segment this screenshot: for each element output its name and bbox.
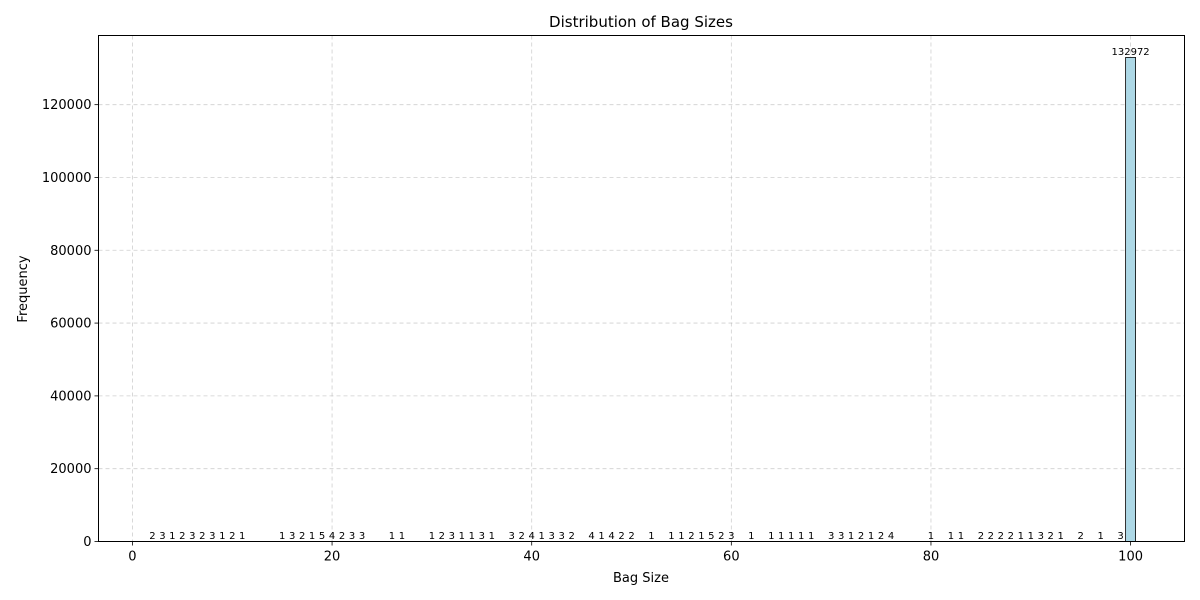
- bar-value-label: 1: [169, 531, 175, 542]
- bar-value-label: 3: [828, 531, 834, 542]
- bar-value-label: 3: [449, 531, 455, 542]
- bar-value-label: 1: [1097, 531, 1103, 542]
- bar-value-label: 1: [808, 531, 814, 542]
- bar-value-label: 1: [239, 531, 245, 542]
- bar-value-label: 1: [538, 531, 544, 542]
- bar-value-label: 3: [359, 531, 365, 542]
- bar-value-label: 2: [1048, 531, 1054, 542]
- bar-value-label: 4: [329, 531, 335, 542]
- bar-value-label: 2: [688, 531, 694, 542]
- bar-value-label: 3: [548, 531, 554, 542]
- bar-value-label: 132972: [1112, 47, 1150, 58]
- x-tick-label: 60: [723, 550, 740, 565]
- y-tick-label: 80000: [50, 244, 91, 259]
- bar-value-label: 1: [748, 531, 754, 542]
- bar-value-label: 1: [958, 531, 964, 542]
- y-tick-label: 60000: [50, 317, 91, 332]
- bar-value-label: 1: [698, 531, 704, 542]
- x-axis-label: Bag Size: [613, 571, 669, 586]
- bar-value-label: 2: [299, 531, 305, 542]
- bar-value-label: 1: [279, 531, 285, 542]
- bar-value-label: 2: [618, 531, 624, 542]
- y-tick-label: 120000: [42, 98, 92, 113]
- bar-value-label: 1: [389, 531, 395, 542]
- bar-value-label: 1: [1058, 531, 1064, 542]
- bar-value-label: 3: [159, 531, 165, 542]
- y-tick-label: 100000: [42, 171, 92, 186]
- bar-value-label: 1: [1028, 531, 1034, 542]
- bar-value-label: 3: [479, 531, 485, 542]
- bar-value-label: 2: [988, 531, 994, 542]
- bar-value-label: 4: [608, 531, 614, 542]
- bar-value-label: 1: [399, 531, 405, 542]
- bar-value-label: 1: [848, 531, 854, 542]
- bar-value-label: 3: [349, 531, 355, 542]
- bar-value-label: 3: [509, 531, 515, 542]
- bar-value-label: 1: [678, 531, 684, 542]
- grid: [98, 35, 1185, 542]
- y-axis-label: Frequency: [16, 255, 31, 322]
- y-tick-label: 20000: [50, 462, 91, 477]
- bar-value-label: 2: [439, 531, 445, 542]
- chart-title: Distribution of Bag Sizes: [549, 13, 733, 31]
- bar-value-label: 1: [648, 531, 654, 542]
- bar-value-label: 5: [319, 531, 325, 542]
- x-tick-label: 80: [923, 550, 940, 565]
- bar-value-label: 1: [768, 531, 774, 542]
- bar-value-label: 1: [309, 531, 315, 542]
- bar-value-label: 3: [1117, 531, 1123, 542]
- x-tick-label: 20: [324, 550, 341, 565]
- x-tick-label: 40: [523, 550, 540, 565]
- x-tick-label: 0: [128, 550, 136, 565]
- axis-ticks: 0 20 40 60 80 100 0 20000 40000 60000 80000 100000 1…: [42, 98, 1143, 564]
- bar-value-label: 3: [209, 531, 215, 542]
- bar-value-label: 2: [718, 531, 724, 542]
- bar: [1125, 57, 1136, 542]
- y-tick-label: 0: [83, 535, 91, 550]
- plot-area-frame: [98, 35, 1185, 542]
- x-tick-label: 100: [1118, 550, 1143, 565]
- bar-value-label: 2: [519, 531, 525, 542]
- bar-value-label: 2: [858, 531, 864, 542]
- bar-value-label: 3: [289, 531, 295, 542]
- bar-value-label: 1: [668, 531, 674, 542]
- bar-value-label: 1: [469, 531, 475, 542]
- bar-value-label: 1: [459, 531, 465, 542]
- bar-value-label: 2: [149, 531, 155, 542]
- bar-value-label: 2: [1078, 531, 1084, 542]
- bar-value-label: 1: [928, 531, 934, 542]
- bar-value-label: 2: [339, 531, 345, 542]
- bar-value-label: 2: [1008, 531, 1014, 542]
- bar-value-label: 1: [868, 531, 874, 542]
- bar-value-label: 4: [529, 531, 535, 542]
- bar-value-label: 3: [1038, 531, 1044, 542]
- bar-value-label: 3: [189, 531, 195, 542]
- bar-value-label: 1: [489, 531, 495, 542]
- bar-value-label: 2: [998, 531, 1004, 542]
- bar-value-label: 2: [568, 531, 574, 542]
- bar-value-label: 1: [1018, 531, 1024, 542]
- bar-value-label: 2: [878, 531, 884, 542]
- bar-value-label: 3: [558, 531, 564, 542]
- bar-value-label: 2: [978, 531, 984, 542]
- bar-value-label: 2: [199, 531, 205, 542]
- bar-value-label: 1: [788, 531, 794, 542]
- bar-value-label: 3: [838, 531, 844, 542]
- bar-value-label: 2: [229, 531, 235, 542]
- bar-value-label: 1: [429, 531, 435, 542]
- bar-value-label: 1: [598, 531, 604, 542]
- bar-value-label: 3: [728, 531, 734, 542]
- bar-value-label: 2: [628, 531, 634, 542]
- bar-value-label: 4: [588, 531, 594, 542]
- y-tick-label: 40000: [50, 389, 91, 404]
- bar-value-label: 4: [888, 531, 894, 542]
- bar-value-label: 1: [219, 531, 225, 542]
- bar-value-label: 5: [708, 531, 714, 542]
- bar-value-label: 1: [948, 531, 954, 542]
- bar-value-label: 2: [179, 531, 185, 542]
- bar-value-label: 1: [778, 531, 784, 542]
- bar-value-label: 1: [798, 531, 804, 542]
